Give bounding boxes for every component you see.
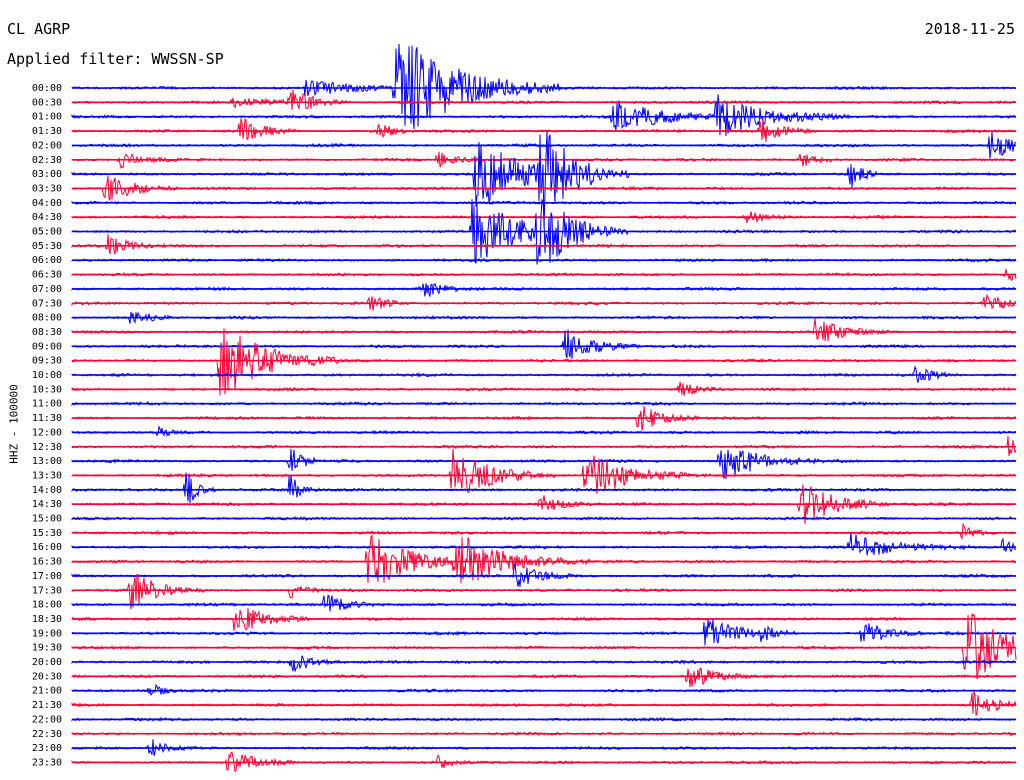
seismic-traces [71,43,1017,773]
seismic-trace-0930 [71,328,1017,396]
seismic-trace-1930 [71,613,1017,680]
station-label: CL AGRP [7,20,71,38]
time-tick-label: 21:00 [32,686,62,697]
time-tick-label: 13:00 [32,456,62,467]
time-tick-label: 18:00 [32,600,62,611]
time-tick-label: 20:30 [32,671,62,682]
time-tick-label: 10:00 [32,370,62,381]
time-tick-label: 13:30 [32,470,62,481]
time-tick-label: 09:30 [32,356,62,367]
seismic-trace-2030 [71,667,1017,688]
seismic-trace-1800 [71,594,1017,612]
time-tick-label: 16:30 [32,557,62,568]
time-tick-label: 10:30 [32,384,62,395]
time-tick-label: 01:30 [32,126,62,137]
time-tick-label: 06:00 [32,255,62,266]
time-tick-label: 00:00 [32,83,62,94]
time-tick-label: 19:00 [32,628,62,639]
time-tick-label: 05:30 [32,241,62,252]
filter-label: Applied filter: WWSSN-SP [7,50,224,68]
time-tick-label: 12:00 [32,427,62,438]
time-tick-label: 07:30 [32,298,62,309]
time-tick-label: 06:30 [32,270,62,281]
time-tick-labels: 00:00 00:30 01:00 01:30 02:00 02:30 03:00 03:30… [32,83,62,768]
time-tick-label: 01:00 [32,112,62,123]
time-tick-label: 07:00 [32,284,62,295]
time-tick-label: 02:00 [32,140,62,151]
time-tick-label: 17:00 [32,571,62,582]
time-tick-label: 11:00 [32,399,62,410]
time-tick-label: 23:30 [32,757,62,768]
time-tick-label: 15:00 [32,514,62,525]
time-tick-label: 19:30 [32,643,62,654]
time-tick-label: 15:30 [32,528,62,539]
seismic-trace-1330 [71,448,1017,495]
time-tick-label: 09:00 [32,341,62,352]
time-tick-label: 08:00 [32,313,62,324]
time-tick-label: 21:30 [32,700,62,711]
time-tick-label: 16:00 [32,542,62,553]
time-tick-label: 22:00 [32,714,62,725]
time-tick-label: 04:30 [32,212,62,223]
time-tick-label: 00:30 [32,97,62,108]
seismic-trace-0700 [71,283,1017,298]
time-tick-label: 23:00 [32,743,62,754]
seismic-trace-1600 [71,532,1017,556]
time-tick-label: 20:00 [32,657,62,668]
seismic-trace-0530 [71,234,1017,255]
time-tick-label: 04:00 [32,198,62,209]
seismic-trace-1200 [71,425,1017,437]
seismic-trace-0030 [71,89,1017,111]
time-tick-label: 14:00 [32,485,62,496]
seismic-trace-1700 [71,562,1017,587]
time-tick-label: 11:30 [32,413,62,424]
seismic-trace-0900 [71,329,1017,360]
time-tick-label: 05:00 [32,227,62,238]
time-tick-label: 03:00 [32,169,62,180]
time-tick-label: 18:30 [32,614,62,625]
seismic-trace-1530 [71,522,1016,540]
time-tick-label: 17:30 [32,585,62,596]
time-tick-label: 02:30 [32,155,62,166]
time-tick-label: 12:30 [32,442,62,453]
seismic-trace-0830 [71,317,1017,342]
seismic-trace-2130 [71,691,1017,717]
time-tick-label: 14:30 [32,499,62,510]
date-label: 2018-11-25 [924,20,1015,38]
time-tick-label: 08:30 [32,327,62,338]
seismic-trace-0130 [71,118,1017,143]
seismic-trace-1900 [71,618,1017,646]
time-tick-label: 03:30 [32,183,62,194]
time-tick-label: 22:30 [32,729,62,740]
seismic-trace-2000 [71,655,1017,672]
